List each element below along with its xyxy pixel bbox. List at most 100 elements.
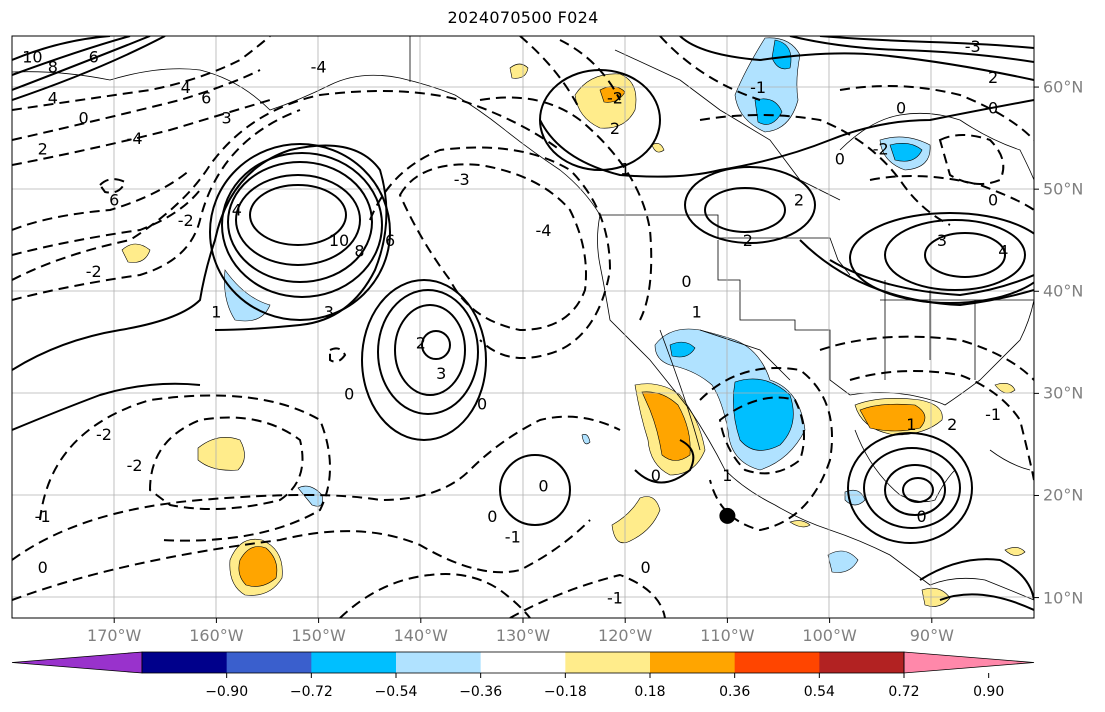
- colorbar: [11, 651, 1035, 678]
- contour-label: -1: [505, 527, 521, 546]
- negative-anomaly-area: [581, 434, 591, 445]
- longitude-label: 130°W: [495, 626, 551, 645]
- coastlines: [12, 36, 1034, 601]
- colorbar-segment: [226, 652, 312, 673]
- colorbar-segment: [650, 652, 736, 673]
- longitude-label: 110°W: [700, 626, 755, 645]
- contour-label: -2: [127, 456, 143, 475]
- contour-label: -1: [985, 405, 1001, 424]
- contour-label: 4: [998, 241, 1008, 260]
- negative-anomaly-area: [827, 550, 859, 573]
- contour-label: 3: [937, 231, 947, 250]
- contour-label: 0: [916, 507, 926, 526]
- positive-anomaly-area: [121, 243, 151, 263]
- contour-label: 4: [232, 201, 242, 220]
- contour-label: 0: [78, 109, 88, 128]
- contour-label: 6: [201, 88, 211, 107]
- latitude-label: 50°N: [1043, 179, 1084, 199]
- contour-label: -2: [607, 88, 623, 107]
- contour-label: 2: [38, 139, 48, 158]
- positive-anomaly-area: [197, 437, 245, 471]
- positive-anomaly-area: [611, 496, 661, 544]
- longitude-label: 90°W: [909, 626, 954, 645]
- contour-label: -2: [96, 425, 112, 444]
- contour-label: 2: [988, 68, 998, 87]
- contour-label: -4: [535, 221, 551, 240]
- contour-label: -2: [873, 139, 889, 158]
- longitude-label: 170°W: [87, 626, 142, 645]
- contour-label: 0: [835, 150, 845, 169]
- colorbar-tick-label: 0.18: [634, 684, 666, 700]
- contour-label: 0: [487, 507, 497, 526]
- tick-marks: [113, 86, 1039, 623]
- colorbar-segment: [396, 652, 482, 673]
- contour-label: 0: [477, 395, 487, 414]
- contour-label: -1: [35, 507, 51, 526]
- map-title: 2024070500 F024: [447, 8, 599, 27]
- contour-label: 3: [436, 364, 446, 383]
- contour-label: -1: [750, 78, 766, 97]
- contour-label: 4: [48, 88, 58, 107]
- contour-label: 0: [538, 476, 548, 495]
- negative-anomaly-area: [669, 341, 696, 358]
- contour-label: 4: [181, 78, 191, 97]
- negative-anomaly-area: [754, 98, 783, 125]
- contour-label: 0: [896, 98, 906, 117]
- colorbar-overflow-arrow: [903, 651, 1035, 674]
- contour-label: -3: [454, 170, 470, 189]
- negative-contours: [12, 36, 1034, 618]
- contour-label: -3: [965, 37, 981, 56]
- contour-label: 0: [38, 558, 48, 577]
- contour-label: 0: [651, 466, 661, 485]
- longitude-label: 100°W: [802, 626, 857, 645]
- positive-anomaly-area: [641, 391, 691, 461]
- contour-label: -4: [311, 58, 327, 77]
- contour-label: 2: [743, 231, 753, 250]
- contour-label: -2: [86, 262, 102, 281]
- colorbar-segment: [734, 652, 820, 673]
- colorbar-segment: [819, 652, 905, 673]
- negative-anomaly-area: [297, 485, 323, 507]
- longitude-label: 140°W: [393, 626, 448, 645]
- positive-anomaly-area: [651, 143, 665, 153]
- negative-anomaly-area: [771, 39, 792, 70]
- contour-label: 1: [722, 466, 732, 485]
- contour-label: 6: [109, 190, 119, 209]
- contour-label: 3: [324, 303, 334, 322]
- colorbar-segment: [480, 652, 566, 673]
- colorbar-tick-label: −0.18: [543, 684, 587, 700]
- contour-label: -1: [607, 589, 623, 608]
- positive-contours: [12, 36, 1034, 611]
- contour-label: 10: [22, 47, 42, 66]
- contour-label: 1: [620, 160, 630, 179]
- contour-label: 0: [681, 272, 691, 291]
- colorbar-segment: [311, 652, 397, 673]
- contour-label: 1: [211, 303, 221, 322]
- shaded-anomaly-areas: [121, 37, 1026, 607]
- longitude-label: 160°W: [189, 626, 244, 645]
- longitude-label: 120°W: [598, 626, 653, 645]
- colorbar-tick-label: 0.72: [888, 684, 920, 700]
- contour-label: 6: [89, 47, 99, 66]
- contour-label: 10: [329, 231, 349, 250]
- colorbar-tick-label: −0.90: [205, 684, 249, 700]
- colorbar-tick-label: 0.90: [973, 684, 1005, 700]
- contour-label: 1: [906, 415, 916, 434]
- contour-label: 2: [947, 415, 957, 434]
- colorbar-tick-label: −0.54: [374, 684, 418, 700]
- contour-label: 2: [610, 119, 620, 138]
- colorbar-tick-label: 0.54: [803, 684, 835, 700]
- longitude-label: 150°W: [291, 626, 346, 645]
- contour-label: 0: [641, 558, 651, 577]
- latitude-label: 10°N: [1043, 588, 1084, 608]
- contour-label: 0: [988, 190, 998, 209]
- negative-anomaly-area: [224, 269, 271, 322]
- positive-anomaly-area: [994, 383, 1016, 394]
- negative-anomaly-area: [733, 378, 794, 451]
- contour-labels: 1086402-4463-46-2-24108631-3-42300-22122…: [22, 37, 1086, 608]
- contour-label: 8: [354, 241, 364, 260]
- contour-label-bg: [1063, 466, 1086, 484]
- colorbar-tick-label: 0.36: [719, 684, 751, 700]
- latitude-label: 60°N: [1043, 77, 1084, 97]
